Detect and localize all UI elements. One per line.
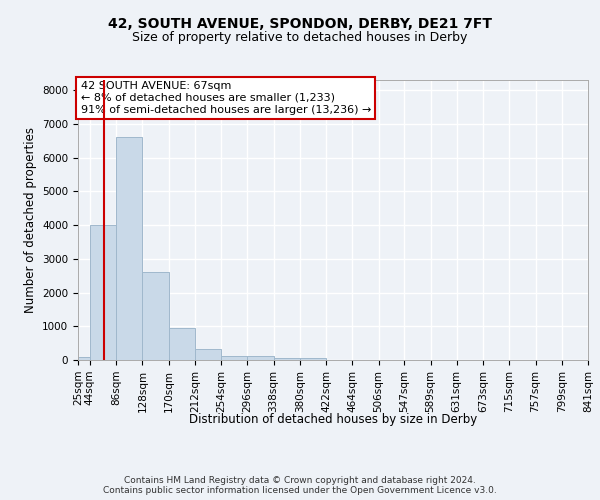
Bar <box>247 356 274 360</box>
Text: Contains HM Land Registry data © Crown copyright and database right 2024.
Contai: Contains HM Land Registry data © Crown c… <box>103 476 497 495</box>
Y-axis label: Number of detached properties: Number of detached properties <box>23 127 37 313</box>
Bar <box>142 272 169 360</box>
Bar <box>78 358 90 360</box>
Text: Distribution of detached houses by size in Derby: Distribution of detached houses by size … <box>189 412 477 426</box>
Bar <box>195 349 221 360</box>
Bar <box>221 356 247 360</box>
Text: 42, SOUTH AVENUE, SPONDON, DERBY, DE21 7FT: 42, SOUTH AVENUE, SPONDON, DERBY, DE21 7… <box>108 18 492 32</box>
Bar <box>169 328 195 360</box>
Bar <box>274 358 300 360</box>
Text: Size of property relative to detached houses in Derby: Size of property relative to detached ho… <box>133 31 467 44</box>
Bar <box>90 225 116 360</box>
Text: 42 SOUTH AVENUE: 67sqm
← 8% of detached houses are smaller (1,233)
91% of semi-d: 42 SOUTH AVENUE: 67sqm ← 8% of detached … <box>80 82 371 114</box>
Bar <box>116 138 142 360</box>
Bar <box>300 358 326 360</box>
